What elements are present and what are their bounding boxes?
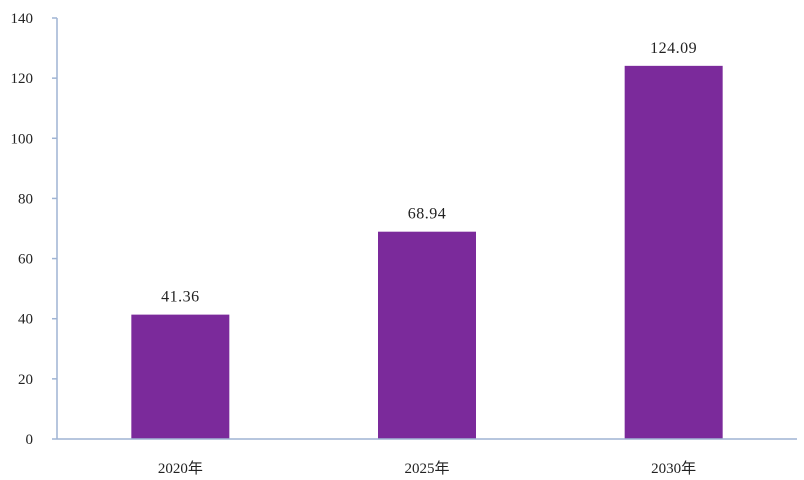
data-label: 68.94 xyxy=(408,206,447,223)
y-tick-label: 120 xyxy=(11,71,34,87)
x-tick-label: 2030年 xyxy=(651,460,696,477)
bar xyxy=(624,65,723,440)
data-labels: 41.36 68.94 124.09 xyxy=(161,40,697,306)
y-tick-label: 100 xyxy=(11,131,34,147)
bar xyxy=(378,231,476,439)
y-axis-ticks: 0 20 40 60 80 100 120 140 xyxy=(11,11,57,448)
data-label: 41.36 xyxy=(161,289,200,306)
y-tick-label: 20 xyxy=(18,372,33,388)
y-tick-label: 80 xyxy=(18,191,33,207)
bar xyxy=(131,314,230,439)
y-tick-label: 140 xyxy=(11,11,34,27)
y-tick-label: 0 xyxy=(26,432,34,448)
x-tick-label: 2020年 xyxy=(158,460,203,477)
bars xyxy=(131,65,723,440)
x-axis-labels: 2020年 2025年 2030年 xyxy=(158,460,696,477)
y-tick-label: 40 xyxy=(18,312,33,328)
data-label: 124.09 xyxy=(650,40,697,57)
x-tick-label: 2025年 xyxy=(404,460,449,477)
y-tick-label: 60 xyxy=(18,252,33,268)
